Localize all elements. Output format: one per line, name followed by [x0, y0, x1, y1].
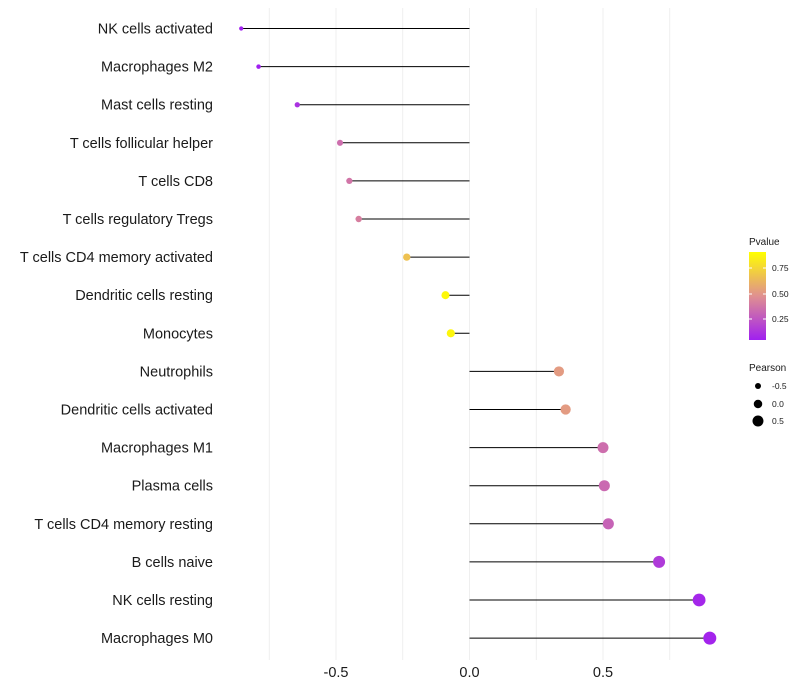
color-legend-title: Pvalue [749, 237, 780, 248]
lollipop-point [560, 404, 571, 415]
category-label: Dendritic cells resting [75, 288, 213, 304]
lollipop-point [692, 593, 706, 607]
size-legend-label: 0.5 [772, 416, 784, 426]
category-label: Neutrophils [140, 364, 213, 380]
color-legend-tick-label: 0.25 [772, 314, 789, 324]
category-label: T cells regulatory Tregs [63, 212, 213, 228]
lollipop-point [653, 555, 666, 568]
x-tick-label: -0.5 [324, 665, 349, 681]
size-legend-label: -0.5 [772, 381, 787, 391]
lollipop-point [256, 64, 261, 69]
category-label: Mast cells resting [101, 98, 213, 114]
color-legend-tick-label: 0.75 [772, 263, 789, 273]
category-label: Plasma cells [132, 479, 213, 495]
category-label: T cells follicular helper [70, 136, 213, 152]
lollipop-point [602, 518, 614, 530]
lollipop-point [703, 631, 717, 645]
size-legend-label: 0.0 [772, 399, 784, 409]
lollipop-point [294, 102, 300, 108]
size-legend-key [755, 383, 761, 389]
lollipop-point [598, 480, 610, 492]
lollipop-point [239, 26, 244, 31]
lollipop-point [355, 215, 362, 223]
category-label: Macrophages M1 [101, 441, 213, 457]
color-legend-bar [749, 252, 766, 340]
category-label: Macrophages M2 [101, 60, 213, 76]
lollipop-point [446, 329, 455, 338]
size-legend-key [752, 415, 764, 427]
category-label: Monocytes [143, 326, 213, 342]
category-label: Macrophages M0 [101, 631, 213, 647]
category-label: T cells CD4 memory activated [20, 250, 213, 266]
category-label: T cells CD8 [138, 174, 213, 190]
size-legend-title: Pearson [749, 363, 786, 374]
x-tick-label: 0.5 [593, 665, 613, 681]
category-label: B cells naive [132, 555, 213, 571]
lollipop-point [336, 139, 344, 146]
category-label: NK cells resting [112, 593, 213, 609]
lollipop-point [597, 442, 609, 454]
x-tick-label: 0.0 [459, 665, 479, 681]
category-label: Dendritic cells activated [61, 403, 213, 419]
color-legend-tick-label: 0.50 [772, 289, 789, 299]
category-label: T cells CD4 memory resting [34, 517, 213, 533]
size-legend-key [753, 399, 763, 409]
lollipop-point [403, 253, 411, 261]
lollipop-point [346, 177, 353, 185]
category-label: NK cells activated [98, 22, 213, 38]
lollipop-point [553, 366, 565, 377]
lollipop-point [441, 291, 450, 300]
